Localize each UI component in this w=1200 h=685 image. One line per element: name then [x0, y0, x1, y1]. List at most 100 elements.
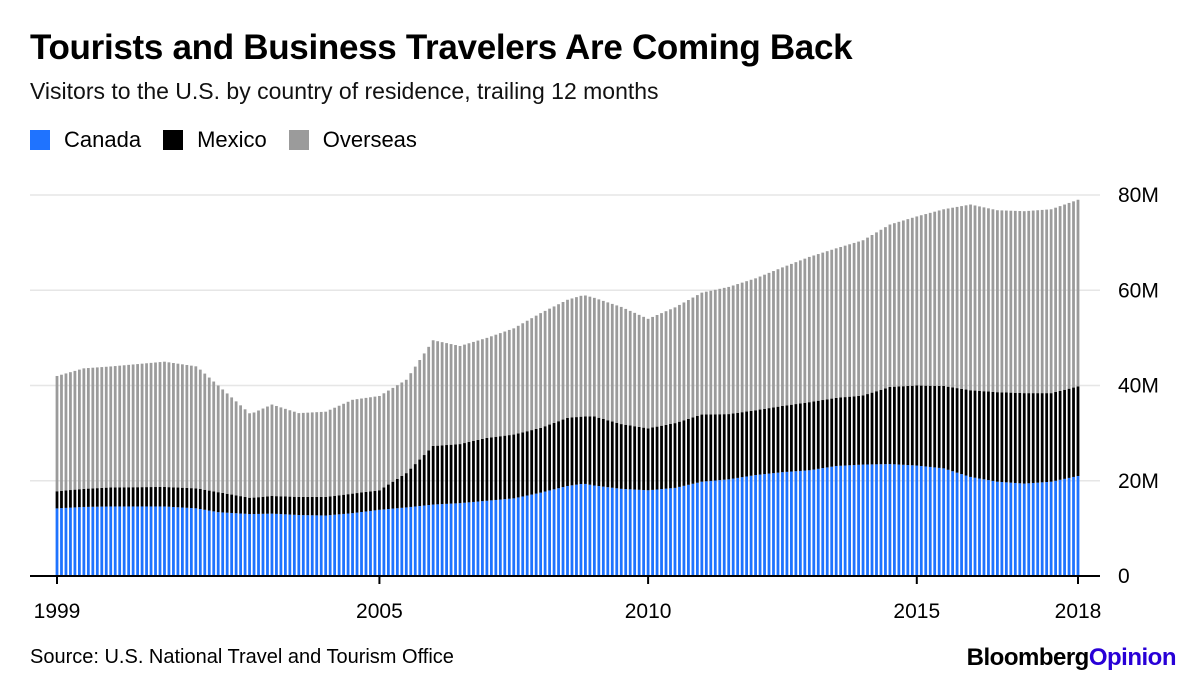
- bar-canada: [700, 481, 704, 576]
- bar-mexico: [507, 435, 511, 499]
- bar-canada: [234, 513, 238, 576]
- stacked-bar-chart: 0 20M 40M 60M 80M 1999 2005 2010 2015 2018: [30, 184, 1159, 623]
- bar-mexico: [749, 410, 753, 476]
- bar-mexico: [628, 425, 632, 490]
- bar-mexico: [306, 496, 310, 516]
- bar-canada: [951, 471, 955, 576]
- bar-overseas: [664, 311, 668, 425]
- bar-mexico: [973, 390, 977, 478]
- bar-mexico: [369, 491, 372, 511]
- bar-canada: [1045, 482, 1049, 576]
- bar-canada: [664, 488, 668, 576]
- bar-overseas: [127, 364, 131, 488]
- bar-overseas: [978, 206, 981, 391]
- bar-canada: [987, 480, 990, 576]
- bar-overseas: [225, 393, 229, 494]
- chart-subtitle: Visitors to the U.S. by country of resid…: [30, 78, 659, 104]
- bar-overseas: [866, 237, 869, 395]
- bar-overseas: [458, 345, 462, 445]
- bar-canada: [691, 483, 695, 576]
- bar-overseas: [337, 405, 341, 496]
- bar-canada: [145, 506, 148, 576]
- bar-canada: [131, 506, 135, 576]
- bar-canada: [449, 503, 453, 576]
- bar-canada: [964, 475, 968, 576]
- bar-overseas: [615, 305, 619, 423]
- bar-canada: [830, 466, 834, 576]
- bar-mexico: [740, 412, 744, 478]
- bar-overseas: [122, 365, 126, 488]
- bar-canada: [875, 464, 878, 576]
- bar-mexico: [297, 496, 301, 516]
- bar-mexico: [225, 493, 229, 513]
- bar-mexico: [86, 488, 90, 507]
- bar-canada: [628, 489, 632, 576]
- bar-canada: [973, 477, 977, 576]
- bar-overseas: [678, 304, 681, 422]
- bar-canada: [163, 506, 166, 576]
- bar-canada: [185, 507, 189, 576]
- bar-mexico: [673, 423, 677, 488]
- bar-overseas: [651, 316, 654, 428]
- bar-canada: [727, 479, 731, 576]
- bar-overseas: [884, 227, 887, 389]
- bar-overseas: [400, 382, 404, 476]
- bar-mexico: [1036, 393, 1040, 483]
- bar-canada: [601, 486, 605, 576]
- bar-canada: [843, 465, 847, 576]
- bar-overseas: [960, 206, 963, 389]
- bar-overseas: [230, 397, 234, 495]
- bar-overseas: [163, 361, 166, 487]
- bar-mexico: [315, 496, 319, 516]
- bar-mexico: [301, 496, 305, 516]
- bar-overseas: [440, 342, 444, 446]
- bar-canada: [409, 506, 413, 576]
- bar-canada: [1049, 481, 1053, 576]
- bar-mexico: [198, 489, 202, 510]
- bar-mexico: [400, 475, 404, 508]
- bar-canada: [893, 464, 896, 576]
- bar-mexico: [413, 464, 417, 507]
- bar-mexico: [418, 459, 422, 506]
- bar-mexico: [624, 424, 628, 490]
- bar-mexico: [351, 493, 354, 514]
- bar-mexico: [848, 396, 852, 466]
- bar-canada: [888, 464, 892, 576]
- bar-overseas: [1013, 210, 1017, 393]
- bar-canada: [189, 508, 193, 576]
- bar-overseas: [207, 377, 211, 491]
- y-tick-label: 40M: [1118, 375, 1159, 398]
- bar-overseas: [1067, 202, 1071, 389]
- bar-mexico: [382, 487, 386, 510]
- bar-overseas: [642, 316, 646, 428]
- bar-overseas: [1076, 199, 1080, 387]
- bar-overseas: [512, 328, 516, 435]
- bar-canada: [342, 513, 345, 576]
- bar-mexico: [248, 497, 251, 515]
- bar-overseas: [198, 369, 202, 490]
- bar-mexico: [73, 489, 77, 508]
- bar-mexico: [422, 455, 426, 506]
- bar-canada: [561, 487, 565, 576]
- bar-canada: [610, 487, 614, 576]
- bar-overseas: [933, 211, 937, 386]
- bar-canada: [722, 479, 726, 576]
- bar-overseas: [897, 221, 901, 387]
- bar-overseas: [86, 368, 90, 489]
- bar-canada: [261, 513, 265, 576]
- bar-mexico: [378, 490, 381, 510]
- bar-overseas: [131, 364, 135, 488]
- bar-canada: [991, 480, 995, 576]
- bar-canada: [1004, 482, 1008, 576]
- bar-canada: [548, 490, 551, 576]
- bar-mexico: [288, 496, 292, 515]
- bar-overseas: [758, 276, 762, 410]
- bar-canada: [113, 506, 117, 576]
- bar-canada: [382, 509, 386, 576]
- bar-mexico: [100, 487, 104, 507]
- bar-canada: [364, 511, 368, 576]
- bar-canada: [924, 466, 928, 576]
- bar-overseas: [145, 363, 148, 488]
- bar-overseas: [472, 341, 475, 441]
- bar-mexico: [172, 487, 175, 507]
